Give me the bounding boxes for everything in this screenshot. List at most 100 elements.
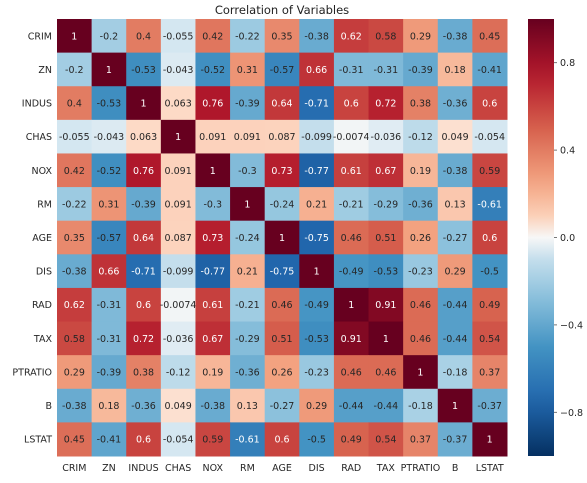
cell-value-label: 0.46 <box>375 367 396 378</box>
cell-value-label: 0.73 <box>202 233 223 244</box>
cell-value-label: -0.75 <box>270 267 295 278</box>
heatmap-cell <box>57 86 93 121</box>
row-label: TAX <box>33 334 53 345</box>
cell-value-label: 1 <box>348 300 354 311</box>
cell-value-label: -0.39 <box>131 199 156 210</box>
heatmap-cell <box>230 355 266 390</box>
heatmap-cell <box>333 86 370 121</box>
heatmap-cell <box>264 254 300 289</box>
heatmap-cell <box>91 422 127 457</box>
heatmap-cell <box>264 422 300 457</box>
cell-value-label: -0.44 <box>443 300 468 311</box>
column-label: RAD <box>341 463 361 474</box>
cell-value-label: 0.73 <box>271 166 292 177</box>
heatmap-cell <box>264 52 300 87</box>
heatmap-cell <box>403 220 439 255</box>
cell-value-label: 0.45 <box>479 31 500 42</box>
row-label: AGE <box>32 233 52 244</box>
heatmap-cell <box>403 254 439 289</box>
heatmap-cell <box>195 119 231 154</box>
column-label: CHAS <box>165 463 191 474</box>
cell-value-label: 0.19 <box>202 367 223 378</box>
heatmap-cell <box>160 321 196 356</box>
heatmap-cell <box>472 19 508 54</box>
cell-value-label: -0.37 <box>477 401 502 412</box>
heatmap-cell <box>230 220 266 255</box>
heatmap-cell <box>403 119 439 154</box>
heatmap-cell <box>57 19 93 54</box>
cell-value-label: 0.087 <box>165 233 192 244</box>
colorbar-tick-label: 0.4 <box>560 146 575 157</box>
cell-value-label: 0.4 <box>136 31 151 42</box>
cell-value-label: -0.36 <box>235 367 260 378</box>
heatmap-cell <box>264 355 300 390</box>
heatmap-cell <box>437 187 473 222</box>
cell-value-label: -0.29 <box>235 334 260 345</box>
heatmap-cell <box>368 86 404 121</box>
heatmap-cell <box>195 86 231 121</box>
row-label: INDUS <box>22 99 52 110</box>
heatmap-cell <box>264 388 300 423</box>
cell-value-label: -0.44 <box>443 334 468 345</box>
cell-value-label: 0.31 <box>237 65 258 76</box>
cell-value-label: -0.0074 <box>160 300 197 311</box>
heatmap-cell <box>403 422 439 457</box>
heatmap-cell <box>57 388 93 423</box>
cell-value-label: 0.51 <box>375 233 396 244</box>
colorbar-tick-label: 0.8 <box>560 58 575 69</box>
cell-value-label: 0.91 <box>341 334 362 345</box>
heatmap-cell <box>437 52 473 87</box>
cell-value-label: -0.27 <box>270 401 295 412</box>
cell-value-label: -0.24 <box>235 233 260 244</box>
cell-value-label: -0.23 <box>408 267 433 278</box>
heatmap-cell <box>437 388 473 423</box>
heatmap-cell <box>299 86 335 121</box>
heatmap-cell <box>230 153 266 188</box>
row-label: LSTAT <box>24 435 52 446</box>
cell-value-label: -0.12 <box>408 132 433 143</box>
heatmap-cell <box>368 119 404 154</box>
cell-value-label: 0.091 <box>165 166 192 177</box>
cell-value-label: 0.29 <box>410 31 431 42</box>
cell-value-label: 0.091 <box>234 132 261 143</box>
column-label: PTRATIO <box>401 463 441 474</box>
colorbar-tick-label: 0.0 <box>560 233 575 244</box>
cell-value-label: 0.67 <box>202 334 223 345</box>
cell-value-label: 0.46 <box>341 367 362 378</box>
cell-value-label: 0.91 <box>375 300 396 311</box>
heatmap-cell <box>195 19 231 54</box>
cell-value-label: 0.42 <box>64 166 85 177</box>
cell-value-label: -0.27 <box>443 233 468 244</box>
cell-value-label: 0.091 <box>165 199 192 210</box>
cell-value-label: -0.77 <box>304 166 329 177</box>
heatmap-cell <box>472 52 508 87</box>
cell-value-label: -0.29 <box>374 199 399 210</box>
heatmap-cell <box>57 355 93 390</box>
heatmap-cell <box>472 287 508 323</box>
heatmap-cell <box>299 19 335 54</box>
heatmap-cell <box>230 254 266 289</box>
heatmap-cell <box>333 287 370 323</box>
cell-value-label: 0.37 <box>410 435 431 446</box>
heatmap-cell <box>126 254 162 289</box>
cell-value-label: 0.13 <box>445 199 466 210</box>
cell-value-label: 0.6 <box>344 99 359 110</box>
heatmap-cell <box>472 422 508 457</box>
heatmap-cell <box>368 153 404 188</box>
heatmap-cell <box>160 52 196 87</box>
column-label: B <box>452 463 459 474</box>
cell-value-label: 0.64 <box>133 233 154 244</box>
heatmap-cell <box>403 388 439 423</box>
cell-value-label: 1 <box>314 267 320 278</box>
cell-value-label: -0.18 <box>408 401 433 412</box>
cell-value-label: -0.21 <box>235 300 260 311</box>
cell-value-label: -0.2 <box>65 65 84 76</box>
cell-value-label: -0.24 <box>270 199 295 210</box>
cell-value-label: -0.055 <box>163 31 194 42</box>
cell-value-label: 0.6 <box>136 435 151 446</box>
heatmap-cell <box>91 52 127 87</box>
cell-value-label: 0.26 <box>410 233 431 244</box>
row-label: DIS <box>36 267 52 278</box>
cell-value-label: 0.42 <box>202 31 223 42</box>
cell-value-label: -0.39 <box>97 367 122 378</box>
